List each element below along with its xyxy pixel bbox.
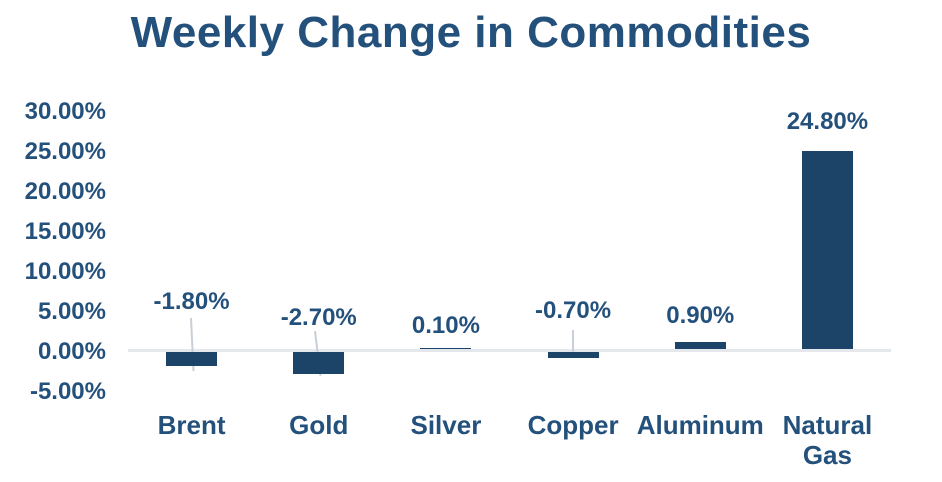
data-label: -0.70% — [535, 297, 612, 324]
bar-copper — [547, 352, 599, 358]
zero-axis-line — [128, 349, 891, 352]
bar-aluminum — [674, 341, 726, 349]
data-label: -2.70% — [280, 304, 357, 331]
category-label: Brent — [157, 410, 226, 440]
bar-natural-gas — [801, 150, 853, 349]
y-tick-label: 0.00% — [37, 338, 106, 365]
category-label: Aluminum — [636, 410, 764, 440]
y-tick-label: 25.00% — [24, 138, 106, 165]
bar-brent — [166, 352, 218, 367]
y-tick-label: 15.00% — [24, 218, 106, 245]
data-label: 24.80% — [786, 108, 869, 135]
category-label: Silver — [410, 410, 482, 440]
chart-title: Weekly Change in Commodities — [130, 8, 812, 57]
bar-silver — [420, 348, 472, 349]
y-tick-label: 10.00% — [24, 258, 106, 285]
y-tick-label: 5.00% — [37, 298, 106, 325]
y-tick-label: -5.00% — [29, 378, 106, 405]
bar-gold — [293, 352, 345, 374]
category-label: Copper — [527, 410, 619, 440]
y-tick-label: 20.00% — [24, 178, 106, 205]
data-label: 0.10% — [411, 312, 480, 339]
data-label: -1.80% — [153, 288, 230, 315]
category-label: Gold — [289, 410, 349, 440]
y-tick-label: 30.00% — [24, 98, 106, 125]
data-label: 0.90% — [666, 302, 735, 329]
category-label: Natural Gas — [782, 410, 873, 470]
